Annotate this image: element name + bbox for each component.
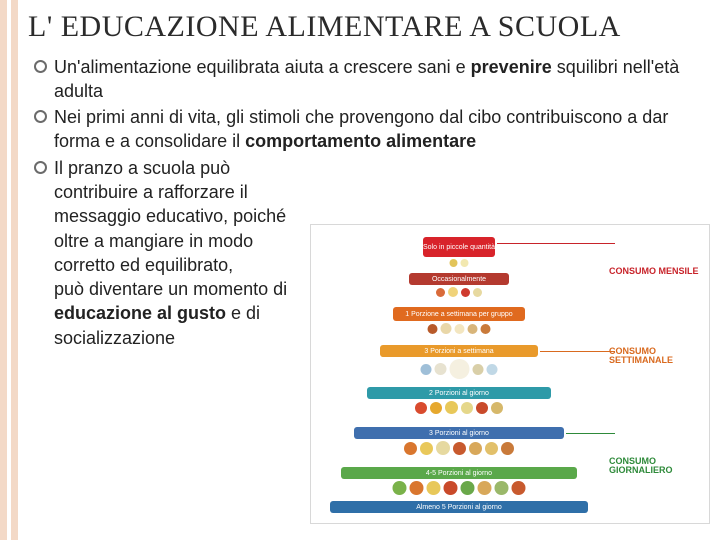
bullet-text: Nei primi anni di vita, gli stimoli che … <box>54 105 712 154</box>
page-title: L' EDUCAZIONE ALIMENTARE A SCUOLA <box>28 10 712 45</box>
bullet-item: Nei primi anni di vita, gli stimoli che … <box>32 105 712 154</box>
pyramid: Solo in piccole quantitàOccasionalmente1… <box>329 237 589 513</box>
bullet-text: Un'alimentazione equilibrata aiuta a cre… <box>54 55 712 104</box>
food-pyramid-figure: Solo in piccole quantitàOccasionalmente1… <box>310 224 710 524</box>
stripe-segment <box>11 0 18 540</box>
connector-line <box>497 243 615 244</box>
left-accent-stripe <box>0 0 22 540</box>
pyramid-side-label: CONSUMO GIORNALIERO <box>609 457 701 475</box>
bullet-item: Un'alimentazione equilibrata aiuta a cre… <box>32 55 712 104</box>
tier-band-label: Almeno 5 Porzioni al giorno <box>330 501 588 513</box>
pyramid-side-label: CONSUMO SETTIMANALE <box>609 347 701 365</box>
slide-content: L' EDUCAZIONE ALIMENTARE A SCUOLA Un'ali… <box>28 10 712 534</box>
pyramid-tier: Almeno 5 Porzioni al giorno <box>329 237 589 513</box>
bullet-text: Il pranzo a scuola può contribuire a raf… <box>54 156 294 350</box>
connector-line <box>540 351 615 352</box>
connector-line <box>566 433 615 434</box>
stripe-segment <box>18 0 22 540</box>
pyramid-side-label: CONSUMO MENSILE <box>609 267 701 276</box>
stripe-segment <box>0 0 7 540</box>
